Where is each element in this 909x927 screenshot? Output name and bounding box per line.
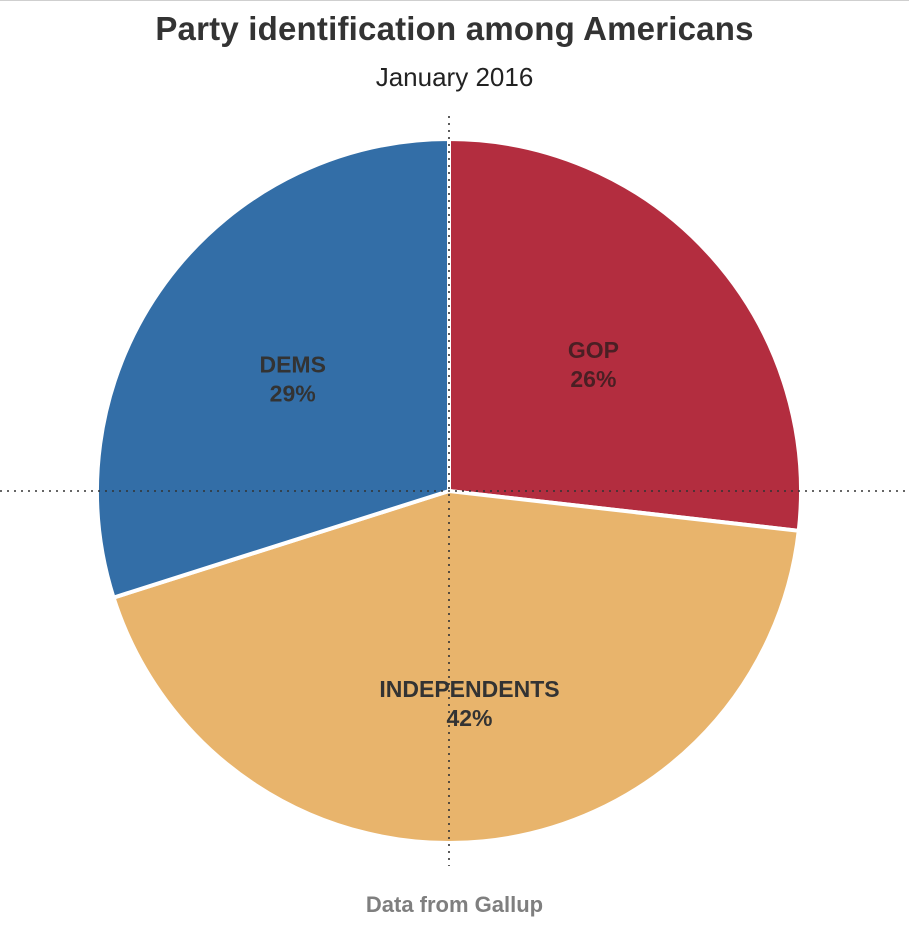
pie-labels: GOP 26% INDEPENDENTS 42% DEMS 29% — [259, 337, 618, 731]
slice-label-gop: GOP — [568, 337, 619, 363]
pie-slices — [95, 137, 803, 845]
top-border-line — [0, 0, 909, 1]
reference-lines — [0, 116, 909, 866]
slice-value-dems: 29% — [270, 381, 316, 407]
chart-subtitle: January 2016 — [375, 62, 534, 92]
slice-value-gop: 26% — [570, 366, 616, 392]
slice-label-dems: DEMS — [259, 352, 325, 378]
chart-title: Party identification among Americans — [155, 10, 754, 47]
pie-slice-independents — [111, 489, 801, 845]
slice-value-independents: 42% — [446, 705, 492, 731]
pie-slice-dems — [95, 137, 451, 600]
pie-slice-gop — [447, 137, 803, 533]
source-note: Data from Gallup — [365, 892, 544, 917]
slice-label-independents: INDEPENDENTS — [379, 676, 559, 702]
